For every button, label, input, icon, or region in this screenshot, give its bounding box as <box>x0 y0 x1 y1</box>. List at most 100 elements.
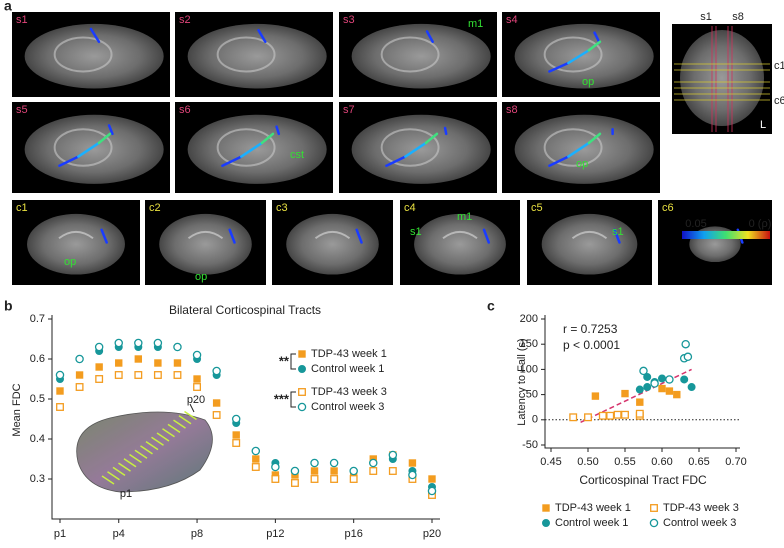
panel-label: b <box>4 298 13 314</box>
data-point <box>232 431 240 439</box>
y-tick-label: 50 <box>526 389 538 401</box>
inset-pointer <box>189 403 195 413</box>
tract-streak <box>404 141 428 158</box>
x-tick-label: p12 <box>266 528 284 540</box>
coronal-image: c1 op <box>12 200 140 285</box>
data-point <box>212 411 221 419</box>
significance-bracket <box>290 353 296 370</box>
data-point <box>252 455 260 463</box>
data-point <box>408 470 417 480</box>
x-tick-label: p1 <box>54 528 66 540</box>
data-point <box>154 359 162 367</box>
sagittal-image: s4 op <box>502 12 660 97</box>
data-point <box>271 475 280 483</box>
x-tick-label: p8 <box>191 528 203 540</box>
brain-structure <box>53 128 113 167</box>
colorbar-label: 0 (ρ) <box>749 218 772 230</box>
data-point <box>95 363 103 371</box>
tract-streak <box>97 132 112 145</box>
data-point <box>193 383 202 391</box>
data-point <box>114 371 123 379</box>
data-point <box>427 486 437 496</box>
sagittal-image: s2 <box>175 12 333 97</box>
brain-slice <box>286 213 379 275</box>
data-point <box>584 413 592 422</box>
brain-slice <box>27 213 125 275</box>
data-point <box>95 375 104 383</box>
data-point <box>683 352 693 362</box>
data-point <box>665 375 674 384</box>
y-tick-label: 0.7 <box>30 313 45 325</box>
data-point <box>658 374 667 383</box>
coronal-image: c4 s1 m1 <box>400 200 520 285</box>
tract-streak <box>593 31 601 43</box>
x-tick-label: p4 <box>113 528 125 540</box>
y-tick-label: 0.6 <box>30 353 45 365</box>
legend-marker <box>298 388 306 396</box>
tract-streak <box>260 132 275 145</box>
tract-streak <box>77 141 101 158</box>
sagittal-image: s1 <box>12 12 170 97</box>
brain-structure <box>216 36 276 73</box>
legend-label: Control week 1 <box>311 363 384 375</box>
data-point <box>134 338 143 348</box>
colorbar <box>682 231 770 239</box>
legend-marker <box>298 350 306 358</box>
inset-tract <box>118 462 131 472</box>
inset-tract <box>101 475 115 485</box>
slice-label: s8 <box>506 104 518 116</box>
region-label: op <box>64 256 76 268</box>
data-point <box>231 414 241 424</box>
tract-streak <box>107 124 114 136</box>
brain-structure <box>380 36 440 73</box>
data-point <box>290 466 300 476</box>
y-axis-label: Latency to Fall (s) <box>516 338 528 425</box>
tract-streak <box>385 155 407 167</box>
brain-slice <box>414 213 506 275</box>
panel-label: a <box>4 0 12 14</box>
x-tick-label: 0.60 <box>651 456 672 468</box>
legend-label: TDP-43 week 3 <box>663 502 739 514</box>
data-point <box>388 467 397 475</box>
data-point <box>212 366 221 376</box>
brain-structure <box>53 36 113 73</box>
tract-streak <box>425 30 434 43</box>
slice-label: s3 <box>343 14 355 26</box>
slice-label: s7 <box>343 104 355 116</box>
y-tick-label: 0 <box>532 414 538 426</box>
coronal-image: c3 <box>272 200 393 285</box>
data-point <box>388 450 398 460</box>
slice-label: s1 <box>16 14 28 26</box>
tract-streak <box>89 27 101 43</box>
inset-tract <box>129 453 142 464</box>
tract-streak <box>613 228 621 244</box>
region-label: op <box>195 271 207 283</box>
data-point <box>687 383 696 392</box>
data-point <box>290 479 299 487</box>
y-tick-label: -50 <box>522 439 538 451</box>
y-tick-label: 100 <box>520 363 538 375</box>
data-point <box>55 370 65 380</box>
data-point <box>134 355 143 363</box>
data-point <box>192 350 202 360</box>
data-point <box>310 475 319 483</box>
inset-tract <box>173 419 186 429</box>
chart-title: Bilateral Corticospinal Tracts <box>169 303 321 317</box>
data-point <box>680 375 689 384</box>
slice-label: s5 <box>16 104 28 116</box>
data-point <box>643 372 652 381</box>
data-point <box>673 390 681 399</box>
x-tick-label: 0.45 <box>540 456 561 468</box>
tract-streak <box>100 228 108 244</box>
data-point <box>153 338 163 348</box>
x-tick-label: p16 <box>345 528 363 540</box>
data-point <box>650 379 659 388</box>
data-point <box>349 466 358 476</box>
tract-streak <box>424 132 439 145</box>
brain-structure <box>543 36 603 73</box>
reference-label: s8 <box>732 11 744 23</box>
x-tick-label: 0.70 <box>725 456 746 468</box>
axis-line <box>544 315 740 449</box>
data-point <box>134 371 143 379</box>
